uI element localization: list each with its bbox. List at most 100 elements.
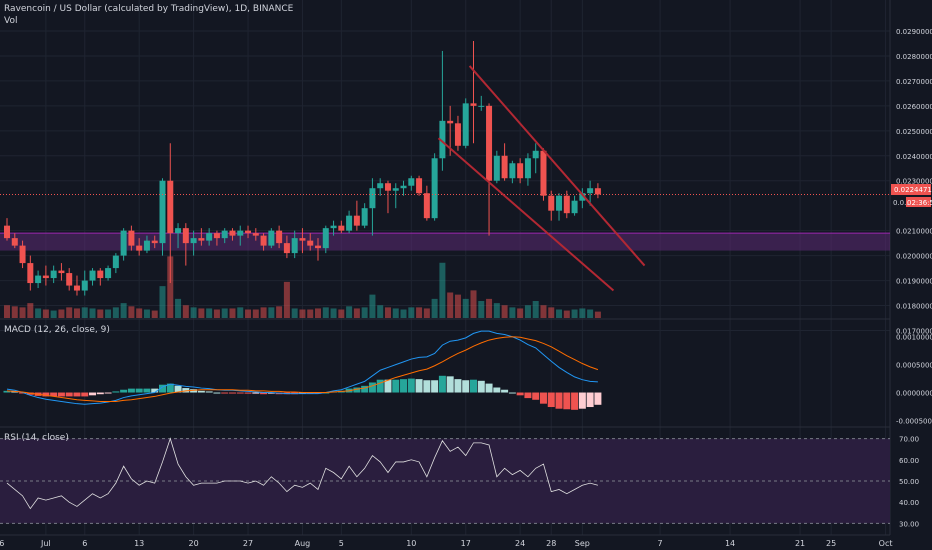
candle[interactable] — [486, 103, 493, 236]
candle[interactable] — [299, 228, 306, 254]
candle[interactable] — [579, 188, 586, 209]
candle[interactable] — [517, 158, 524, 184]
macd-label[interactable]: MACD (12, 26, close, 9) — [4, 325, 110, 335]
candle[interactable] — [206, 228, 213, 246]
candle[interactable] — [159, 178, 166, 256]
candle[interactable] — [322, 225, 329, 254]
candle[interactable] — [462, 98, 469, 149]
macd-histogram-bar — [182, 388, 190, 393]
candle[interactable] — [454, 115, 461, 151]
macd-histogram-bar — [151, 388, 159, 393]
candle[interactable] — [283, 235, 290, 259]
candle[interactable] — [509, 160, 516, 184]
candle[interactable] — [423, 185, 430, 221]
volume-bar — [221, 308, 228, 318]
candle[interactable] — [400, 180, 407, 196]
candle[interactable] — [175, 223, 182, 249]
candle[interactable] — [268, 228, 275, 249]
macd-histogram-bar — [392, 379, 400, 393]
candle[interactable] — [439, 50, 446, 171]
candle[interactable] — [369, 178, 376, 236]
candle[interactable] — [112, 253, 119, 274]
candle[interactable] — [291, 230, 298, 259]
candle[interactable] — [42, 265, 49, 286]
candle[interactable] — [571, 195, 578, 216]
candle[interactable] — [143, 235, 150, 254]
candle[interactable] — [563, 190, 570, 219]
candle[interactable] — [470, 40, 477, 144]
candle[interactable] — [136, 238, 143, 256]
volume-label[interactable]: Vol — [4, 16, 17, 26]
candle[interactable] — [190, 230, 197, 256]
candle[interactable] — [252, 228, 259, 241]
candle[interactable] — [408, 175, 415, 191]
trendline[interactable] — [468, 65, 646, 267]
candle[interactable] — [330, 220, 337, 236]
candle[interactable] — [416, 175, 423, 196]
candle[interactable] — [587, 180, 594, 206]
candle[interactable] — [4, 218, 10, 241]
time-tick-label: 7 — [658, 539, 663, 548]
candle[interactable] — [221, 228, 228, 244]
candle[interactable] — [338, 220, 345, 234]
candle[interactable] — [213, 230, 220, 246]
candle[interactable] — [315, 238, 321, 261]
candle[interactable] — [594, 183, 601, 199]
candle[interactable] — [151, 235, 158, 249]
candle[interactable] — [384, 180, 391, 214]
candle[interactable] — [120, 228, 127, 261]
candle[interactable] — [89, 268, 96, 286]
candle-body — [517, 163, 524, 179]
candle[interactable] — [167, 143, 174, 284]
candle[interactable] — [35, 270, 42, 289]
volume-bar — [486, 298, 493, 318]
candle[interactable] — [478, 95, 485, 111]
candle[interactable] — [73, 275, 80, 296]
candle[interactable] — [377, 178, 384, 196]
candle[interactable] — [431, 153, 438, 221]
candle[interactable] — [128, 225, 135, 251]
candle[interactable] — [353, 200, 360, 231]
candle[interactable] — [66, 268, 73, 291]
candle[interactable] — [245, 225, 252, 239]
candle[interactable] — [81, 270, 88, 296]
candle-body — [563, 195, 570, 214]
candlesticks[interactable] — [4, 40, 601, 296]
candle[interactable] — [532, 143, 539, 174]
trendline[interactable] — [437, 137, 615, 292]
chart-title[interactable]: Ravencoin / US Dollar (calculated by Tra… — [4, 4, 294, 14]
rsi-axis[interactable]: 70.00 60.00 50.00 40.00 30.00 — [899, 436, 919, 529]
candle[interactable] — [493, 150, 500, 184]
candle[interactable] — [346, 210, 353, 234]
rsi-label[interactable]: RSI (14, close) — [4, 433, 69, 443]
candle[interactable] — [276, 225, 283, 249]
candle[interactable] — [97, 268, 104, 286]
candle[interactable] — [524, 153, 531, 186]
candle[interactable] — [105, 265, 112, 281]
candle[interactable] — [58, 263, 65, 281]
candle[interactable] — [182, 223, 189, 266]
candle[interactable] — [501, 143, 508, 181]
candle-body — [338, 225, 345, 231]
candle[interactable] — [229, 228, 236, 241]
candle[interactable] — [11, 233, 18, 249]
candle[interactable] — [548, 190, 555, 221]
candle[interactable] — [260, 233, 267, 251]
candle[interactable] — [392, 183, 399, 209]
candle[interactable] — [237, 225, 244, 246]
candle[interactable] — [556, 193, 563, 221]
candle[interactable] — [540, 148, 547, 201]
candle[interactable] — [19, 240, 26, 269]
candle[interactable] — [361, 203, 368, 229]
candle[interactable] — [27, 255, 34, 291]
candle[interactable] — [307, 233, 314, 251]
trendlines[interactable] — [437, 65, 646, 292]
candle[interactable] — [198, 228, 205, 246]
candle[interactable] — [50, 265, 57, 284]
time-axis[interactable]: 26 Jul 6 13 20 27 Aug 5 10 17 24 28 Sep 7 14 21 25 Oct — [0, 539, 892, 548]
rsi-tick-label: 40.00 — [899, 499, 919, 507]
